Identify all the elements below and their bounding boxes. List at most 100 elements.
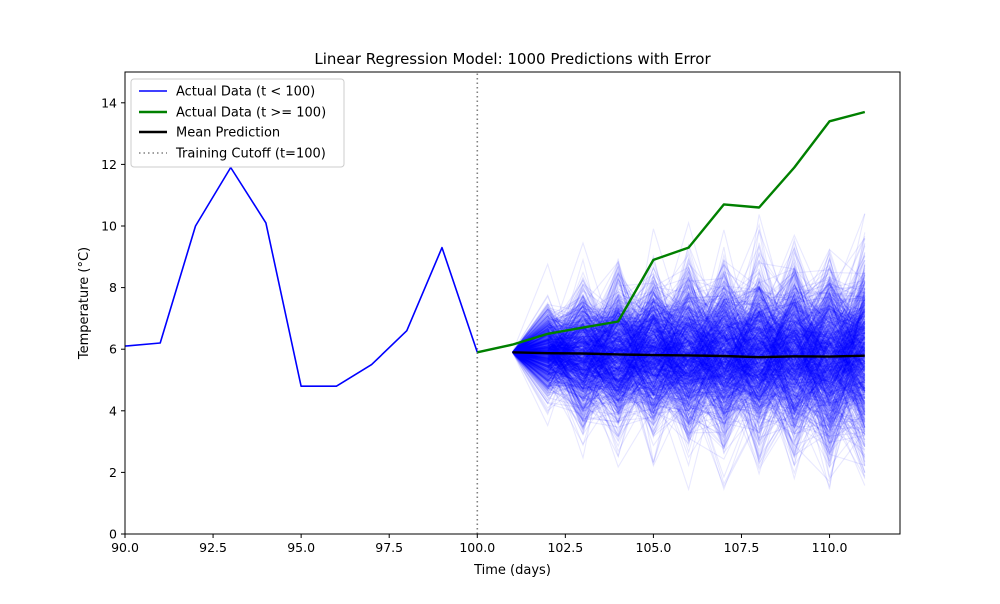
prediction-path bbox=[512, 309, 866, 413]
prediction-path bbox=[512, 296, 866, 395]
prediction-path bbox=[512, 272, 866, 386]
prediction-path bbox=[512, 324, 865, 439]
legend-label-actual-after: Actual Data (t >= 100) bbox=[176, 106, 326, 121]
prediction-path bbox=[512, 297, 866, 441]
prediction-path bbox=[512, 327, 866, 430]
prediction-path bbox=[512, 314, 866, 385]
prediction-path bbox=[512, 305, 866, 398]
prediction-path bbox=[512, 281, 866, 451]
prediction-path bbox=[512, 304, 865, 434]
prediction-path bbox=[512, 310, 866, 410]
prediction-path bbox=[512, 260, 866, 397]
prediction-path bbox=[512, 312, 866, 395]
prediction-path bbox=[512, 304, 866, 396]
prediction-path bbox=[512, 347, 865, 481]
prediction-path bbox=[512, 273, 866, 462]
prediction-path bbox=[512, 314, 866, 479]
prediction-path bbox=[512, 264, 866, 490]
prediction-path bbox=[512, 301, 866, 411]
prediction-path bbox=[512, 291, 866, 403]
prediction-path bbox=[512, 283, 866, 448]
prediction-path bbox=[512, 294, 866, 415]
prediction-path bbox=[512, 281, 866, 399]
prediction-path bbox=[512, 302, 866, 417]
prediction-path bbox=[512, 284, 866, 404]
prediction-path bbox=[512, 271, 866, 433]
prediction-path bbox=[512, 247, 866, 384]
prediction-path bbox=[512, 305, 866, 372]
prediction-path bbox=[512, 329, 866, 439]
prediction-path bbox=[512, 310, 865, 382]
prediction-path bbox=[512, 333, 866, 422]
prediction-path bbox=[512, 286, 865, 372]
prediction-path bbox=[512, 312, 866, 413]
prediction-path bbox=[512, 310, 866, 375]
prediction-path bbox=[512, 282, 866, 408]
prediction-path bbox=[512, 279, 866, 413]
prediction-path bbox=[512, 255, 866, 392]
prediction-path bbox=[512, 310, 866, 458]
prediction-path bbox=[512, 321, 866, 458]
prediction-path bbox=[512, 322, 866, 458]
prediction-path bbox=[512, 314, 866, 483]
prediction-path bbox=[512, 304, 866, 407]
prediction-path bbox=[512, 309, 866, 391]
prediction-path bbox=[512, 286, 866, 393]
prediction-path bbox=[512, 309, 866, 381]
prediction-path bbox=[512, 309, 866, 419]
prediction-path bbox=[512, 312, 866, 432]
prediction-path bbox=[512, 297, 866, 427]
prediction-path bbox=[512, 292, 866, 412]
prediction-path bbox=[512, 305, 866, 420]
prediction-path bbox=[512, 315, 866, 459]
prediction-path bbox=[512, 315, 866, 459]
prediction-path bbox=[512, 307, 865, 387]
prediction-path bbox=[512, 307, 866, 428]
prediction-path bbox=[512, 310, 865, 396]
prediction-path bbox=[512, 324, 865, 421]
prediction-path bbox=[512, 299, 866, 443]
prediction-path bbox=[512, 277, 866, 379]
prediction-path bbox=[512, 238, 866, 419]
prediction-path bbox=[512, 300, 866, 415]
prediction-path bbox=[512, 346, 866, 407]
prediction-path bbox=[512, 272, 866, 465]
prediction-path bbox=[512, 330, 866, 456]
prediction-path bbox=[512, 294, 866, 456]
prediction-path bbox=[512, 314, 866, 434]
prediction-path bbox=[512, 286, 866, 398]
prediction-path bbox=[512, 294, 866, 388]
prediction-path bbox=[512, 279, 866, 382]
prediction-path bbox=[512, 294, 866, 413]
prediction-path bbox=[512, 294, 866, 429]
prediction-path bbox=[512, 304, 865, 404]
prediction-path bbox=[512, 319, 866, 407]
prediction-path bbox=[512, 306, 866, 420]
prediction-path bbox=[512, 316, 866, 434]
prediction-path bbox=[512, 283, 866, 424]
prediction-path bbox=[512, 298, 866, 458]
prediction-path bbox=[512, 309, 866, 463]
prediction-path bbox=[512, 298, 866, 391]
prediction-path bbox=[512, 293, 866, 406]
prediction-path bbox=[512, 304, 866, 445]
prediction-path bbox=[512, 325, 866, 441]
prediction-path bbox=[512, 250, 866, 377]
prediction-path bbox=[512, 322, 866, 431]
prediction-path bbox=[512, 302, 866, 405]
prediction-path bbox=[512, 346, 866, 432]
prediction-path bbox=[512, 323, 866, 412]
prediction-path bbox=[512, 295, 866, 449]
prediction-path bbox=[512, 272, 866, 446]
prediction-path bbox=[512, 304, 866, 455]
prediction-path bbox=[512, 287, 866, 435]
prediction-path bbox=[512, 309, 866, 422]
prediction-path bbox=[512, 307, 866, 375]
prediction-path bbox=[512, 295, 866, 408]
prediction-path bbox=[512, 331, 866, 435]
prediction-path bbox=[512, 280, 865, 415]
prediction-path bbox=[512, 324, 866, 436]
prediction-path bbox=[512, 259, 866, 434]
prediction-path bbox=[512, 220, 866, 394]
prediction-path bbox=[512, 283, 866, 396]
